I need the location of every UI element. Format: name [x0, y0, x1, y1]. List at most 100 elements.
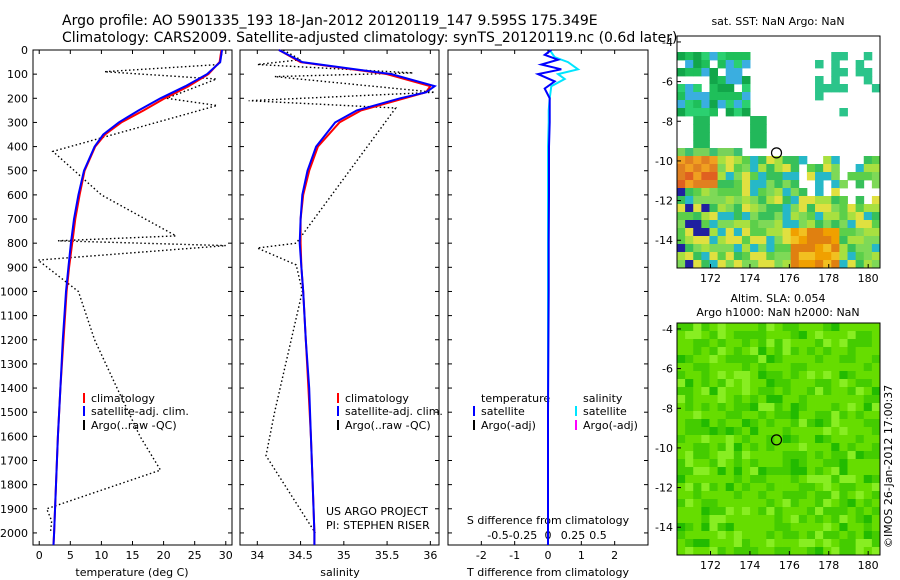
map-cell [782, 531, 792, 540]
map-cell [758, 228, 767, 237]
map-cell [839, 228, 848, 237]
map-cell [709, 339, 718, 348]
map-cell [823, 483, 832, 492]
map-cell [758, 347, 767, 356]
map-cell [693, 323, 702, 332]
map-cell [782, 499, 792, 508]
map-cell [790, 499, 800, 508]
map-cell [717, 228, 727, 237]
map-cell [806, 443, 816, 452]
map-cell [677, 427, 686, 436]
map-cell [863, 411, 873, 420]
map-cell [725, 539, 735, 548]
x-tick-label: 10 [94, 549, 108, 562]
map-cell [685, 60, 694, 69]
map-cell [725, 252, 735, 261]
map-cell [733, 76, 743, 85]
map-cell [863, 244, 873, 253]
map-cell [693, 212, 702, 221]
map-cell [741, 507, 751, 516]
map-cell [725, 515, 735, 524]
map-cell [782, 491, 792, 500]
map-cell [709, 475, 718, 484]
map-cell [766, 363, 775, 372]
map-cell [798, 212, 808, 221]
map-cell [750, 475, 759, 484]
map-cell [677, 419, 686, 428]
map-cell [823, 355, 832, 364]
map-cell [750, 531, 759, 540]
map-cell [750, 419, 759, 428]
map-cell [774, 371, 783, 380]
map-cell [701, 515, 710, 524]
map-cell [741, 347, 751, 356]
map-cell [855, 427, 865, 436]
map-cell [701, 475, 710, 484]
map-cell [831, 236, 840, 245]
map-cell [741, 387, 751, 396]
map-cell [798, 339, 808, 348]
legend-label-t-argo: Argo(-adj) [481, 419, 536, 432]
map-cell [717, 236, 727, 245]
map-cell [693, 260, 702, 269]
map-cell [782, 196, 792, 205]
map-cell [863, 483, 873, 492]
map-cell [709, 483, 718, 492]
map-cell [701, 491, 710, 500]
map-cell [831, 499, 840, 508]
map-cell [701, 180, 710, 189]
map-cell [798, 204, 808, 213]
map-cell [766, 427, 775, 436]
map-x-tick-label: 176 [779, 559, 800, 572]
map-cell [855, 260, 865, 269]
depth-tick-label: 700 [7, 213, 28, 226]
map-cell [693, 403, 702, 412]
map-cell [750, 403, 759, 412]
map-cell [790, 204, 800, 213]
map-cell [685, 483, 694, 492]
map-cell [871, 228, 881, 237]
map-cell [871, 260, 881, 269]
map-cell [806, 435, 816, 444]
depth-tick-label: 1000 [0, 285, 28, 298]
map-cell [790, 467, 800, 476]
map-cell [725, 172, 735, 181]
map-cell [766, 260, 775, 269]
map-cell [863, 363, 873, 372]
map-cell [790, 323, 800, 332]
map-cell [766, 443, 775, 452]
map-cell [701, 467, 710, 476]
map-cell [758, 411, 767, 420]
map-cell [750, 204, 759, 213]
map-cell [839, 212, 848, 221]
map-cell [863, 379, 873, 388]
map-cell [701, 499, 710, 508]
map-cell [677, 491, 686, 500]
map-cell [741, 379, 751, 388]
map-cell [685, 475, 694, 484]
map-cell [774, 387, 783, 396]
map-cell [871, 523, 881, 532]
map-cell [782, 547, 792, 556]
map-cell [709, 531, 718, 540]
map-cell [863, 507, 873, 516]
map-cell [871, 212, 881, 221]
map-cell [790, 347, 800, 356]
map-cell [750, 435, 759, 444]
map-cell [847, 443, 857, 452]
map-cell [798, 491, 808, 500]
map-cell [831, 419, 840, 428]
map-cell [717, 331, 727, 340]
map-cell [733, 467, 743, 476]
map-cell [750, 323, 759, 332]
map-cell [815, 220, 824, 229]
map-cell [790, 507, 800, 516]
map-cell [685, 395, 694, 404]
map-cell [750, 196, 759, 205]
map-cell [871, 164, 881, 173]
salinity-panel-frame [239, 49, 440, 546]
map-cell [725, 180, 735, 189]
salinity-legend: climatology satellite-adj. clim. Argo(..… [337, 392, 443, 432]
map-y-tick-label: -4 [662, 323, 673, 336]
map-cell [847, 523, 857, 532]
